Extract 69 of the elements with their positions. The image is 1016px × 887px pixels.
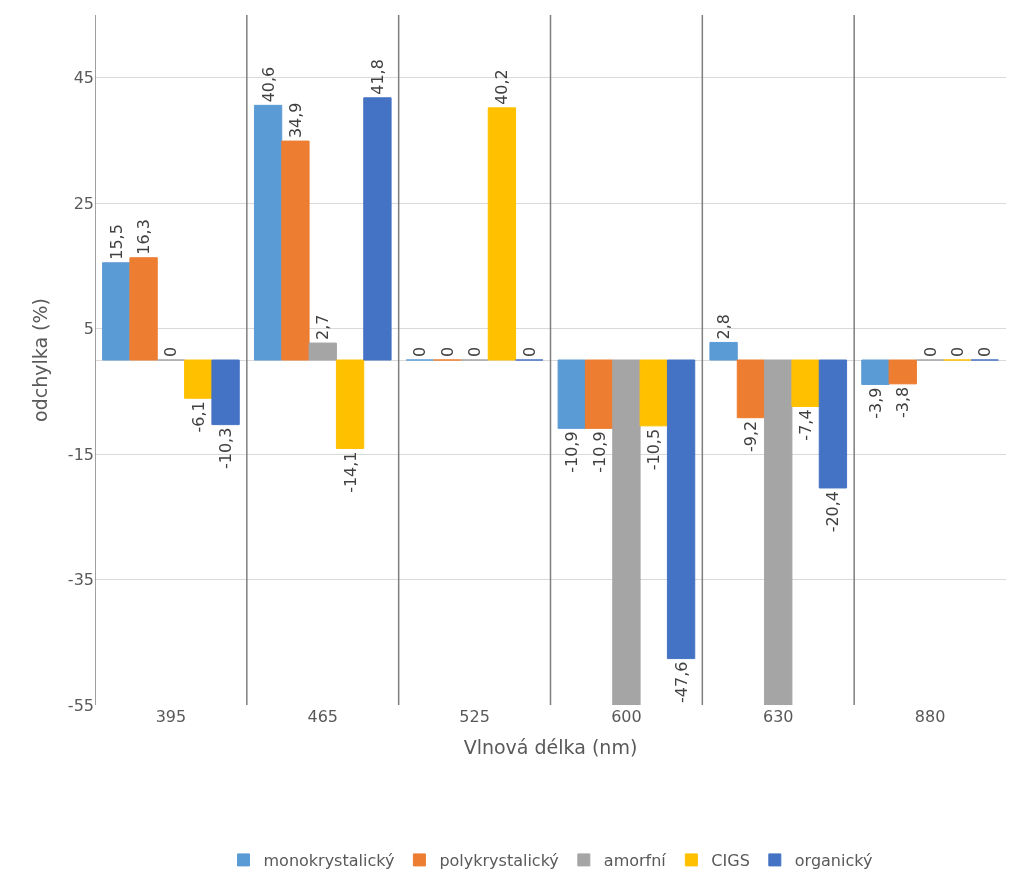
data-label: -10,9 [562,431,582,473]
data-label: -10,5 [644,428,664,471]
data-label: 0 [161,346,181,357]
data-label: -6,1 [188,401,208,433]
data-label: 2,8 [714,313,734,340]
data-label: 0 [947,346,967,357]
data-label: 0 [975,346,995,357]
data-label: 0 [437,346,457,357]
bar [211,359,240,426]
data-label: -3,8 [893,386,913,419]
x-tick-label: 525 [459,707,490,726]
bar [639,359,668,427]
bar [764,359,793,705]
data-label: 40,2 [492,69,512,105]
x-tick-label: 630 [762,707,794,726]
bar [487,107,517,361]
bar [557,359,586,429]
bar [888,359,917,385]
bar [612,359,641,705]
bar [253,104,283,361]
bar [184,359,213,399]
x-tick-label: 395 [155,707,187,726]
data-label: 0 [465,346,485,357]
data-label: 34,9 [285,102,305,139]
legend-label: polykrystalický [439,851,559,871]
bar [308,342,337,361]
legend-label: monokrystalický [263,851,395,871]
y-tick-label: -15 [67,444,94,464]
bar [818,359,848,489]
bar [363,97,392,361]
bar [584,359,614,429]
x-tick-label: 880 [914,707,946,726]
x-tick-label: 600 [611,707,642,726]
data-label: 0 [920,346,940,357]
y-tick-label: -55 [67,695,94,715]
data-label: 0 [519,346,539,357]
bar [709,341,738,361]
legend-label: CIGS [711,851,750,871]
legend-label: organický [794,851,873,871]
bar [102,262,131,361]
data-label: -47,6 [671,661,691,703]
bar [736,359,766,419]
bar [666,359,696,660]
data-label: -14,1 [340,451,360,493]
y-tick-label: 25 [73,193,94,213]
x-tick-label: 465 [307,707,339,726]
bar [281,140,310,361]
bar [129,257,158,361]
y-tick-label: 45 [73,68,94,88]
bar [335,359,365,449]
bar [861,359,890,385]
data-label: 15,5 [106,224,126,260]
data-label: -3,9 [865,387,885,419]
data-label: 0 [410,346,430,357]
data-label: -20,4 [823,490,843,533]
bar [791,359,820,407]
y-axis-title: odchylka (%) [28,298,51,422]
y-tick-label: -35 [67,570,94,590]
y-tick-label: 5 [83,319,94,339]
data-label: 40,6 [258,66,278,103]
x-axis-title: Vlnová délka (nm) [463,735,638,758]
data-label: 41,8 [367,59,387,95]
data-label: 16,3 [134,219,154,255]
data-label: -10,3 [216,427,236,470]
data-label: -10,9 [589,431,609,473]
data-label: 2,7 [313,314,333,341]
data-label: -7,4 [796,409,816,441]
legend-label: amorfní [603,851,667,871]
data-label: -9,2 [741,420,761,452]
